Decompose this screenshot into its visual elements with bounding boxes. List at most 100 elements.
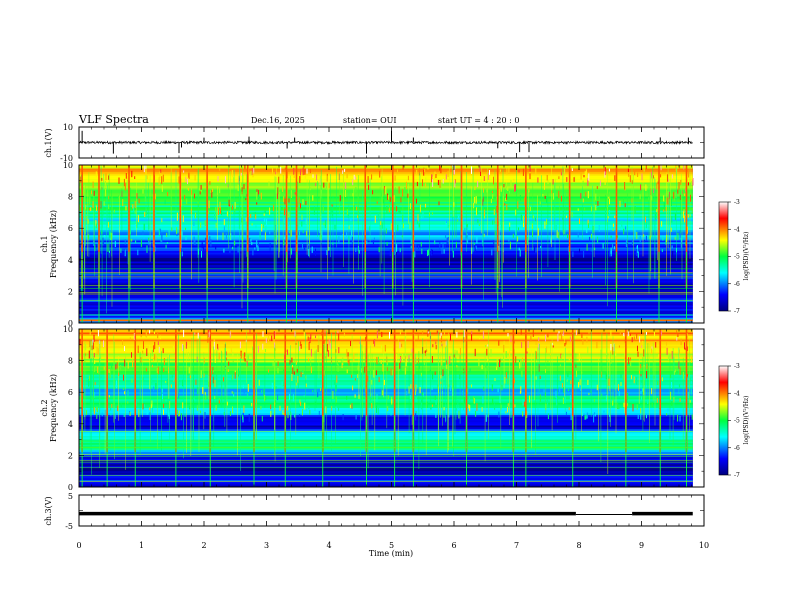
spectrogram-speckle: [651, 402, 653, 407]
spectrogram-speckle: [387, 406, 389, 412]
spectrogram-speckle: [399, 248, 401, 253]
spectrogram-speckle: [251, 403, 253, 407]
spectrogram-speckle: [123, 178, 125, 187]
spectrogram-speckle: [154, 354, 156, 360]
spectrogram-speckle: [182, 379, 183, 387]
spectrogram-speckle: [302, 199, 304, 205]
spectrogram-speckle: [559, 387, 561, 393]
spectrogram-band: [79, 404, 693, 407]
spectrogram-band: [79, 180, 693, 183]
spectrogram-speckle: [232, 205, 233, 210]
spectrogram-speckle: [154, 193, 156, 200]
spectrogram-speckle: [123, 387, 125, 391]
spectrogram-speckle: [225, 357, 227, 361]
spectrogram-speckle: [294, 192, 296, 195]
spectrogram-speckle: [131, 239, 133, 242]
spectrogram-speckle: [262, 217, 264, 220]
freq-tick-label: 10: [63, 161, 73, 170]
spectrogram-speckle: [583, 251, 585, 258]
ch1-waveform-ylabel: ch.1(V): [44, 128, 53, 157]
spectrogram-speckle: [373, 237, 375, 241]
spectrogram-speckle: [507, 403, 509, 407]
freq-tick-label: 10: [63, 325, 73, 334]
spectrogram-speckle: [458, 215, 460, 219]
spectrogram-speckle: [340, 200, 342, 206]
spectrogram-speckle: [134, 201, 136, 209]
spectrogram-speckle: [446, 237, 448, 245]
spectrogram-speckle: [264, 218, 266, 222]
spectrogram-speckle: [282, 410, 284, 415]
spectrogram-speckle: [93, 190, 95, 196]
spectrogram-speckle: [296, 368, 298, 373]
spectrogram-speckle: [166, 232, 168, 237]
spectrogram-speckle: [151, 400, 153, 407]
spectrogram-speckle: [674, 237, 676, 240]
spectrogram-speckle: [538, 337, 540, 342]
spectrogram-speckle: [515, 184, 516, 192]
spectrogram-speckle: [207, 210, 209, 215]
spectrogram-speckle: [270, 410, 272, 417]
spectrogram-speckle: [167, 192, 169, 197]
spectrogram-speckle: [325, 406, 327, 414]
spectrogram-speckle: [249, 237, 251, 243]
spectrogram-band: [79, 360, 693, 363]
spectrogram-speckle: [100, 251, 102, 258]
spectrogram-band: [79, 308, 693, 312]
spectrogram-speckle: [371, 174, 373, 180]
spectrogram-band: [79, 312, 693, 315]
spectrogram-speckle: [146, 409, 148, 415]
spectrogram-speckle: [405, 358, 407, 367]
spectrogram-speckle: [504, 376, 506, 384]
spectrogram-band: [79, 432, 693, 435]
spectrogram-speckle: [316, 174, 318, 181]
spectrogram-speckle: [677, 414, 679, 422]
spectrogram-speckle: [469, 405, 471, 412]
spectrogram-speckle: [552, 193, 554, 200]
spectrogram-speckle: [380, 221, 382, 225]
spectrogram-speckle: [566, 177, 568, 182]
spectrogram-speckle: [532, 215, 534, 219]
spectrogram-speckle: [298, 231, 300, 235]
spectrogram-speckle: [606, 225, 608, 230]
spectrogram-speckle: [601, 393, 603, 396]
spectrogram-speckle: [546, 219, 547, 225]
spectrogram-speckle: [657, 381, 659, 385]
spectrogram-band: [79, 236, 693, 240]
spectrogram-band: [79, 177, 693, 180]
spectrogram-speckle: [104, 235, 106, 238]
spectrogram-speckle: [647, 400, 649, 404]
spectrogram-speckle: [338, 406, 340, 411]
spectrogram-band: [79, 265, 693, 268]
spectrogram-speckle: [396, 251, 397, 257]
spectrogram-speckle: [447, 236, 449, 245]
spectrogram-speckle: [375, 370, 377, 376]
spectrogram-band: [79, 215, 693, 218]
spectrogram-speckle: [483, 209, 485, 217]
spectrogram-band: [79, 261, 693, 264]
spectrogram-speckle: [240, 182, 241, 188]
spectrogram-speckle: [679, 415, 681, 422]
spectrogram-speckle: [420, 402, 422, 410]
spectrogram-speckle: [116, 362, 118, 369]
spectrogram-speckle: [499, 395, 501, 403]
spectrogram-speckle: [466, 224, 468, 232]
spectrogram-speckle: [684, 193, 686, 196]
spectrogram-speckle: [96, 205, 97, 211]
spectrogram-speckle: [529, 395, 530, 403]
spectrogram-speckle: [570, 415, 572, 421]
freq-tick-label: 6: [68, 388, 73, 397]
spectrogram-speckle: [228, 199, 230, 207]
spectrogram-band: [79, 429, 693, 432]
spectrogram-speckle: [353, 205, 355, 210]
spectrogram-speckle: [373, 369, 375, 378]
spectrogram-band: [79, 165, 693, 168]
spectrogram-speckle: [223, 219, 225, 225]
spectrogram-speckle: [427, 330, 429, 337]
spectrogram-speckle: [594, 247, 596, 250]
spectrogram-speckle: [292, 394, 294, 402]
spectrogram-speckle: [684, 342, 685, 350]
spectrogram-speckle: [118, 177, 120, 184]
spectrogram-speckle: [223, 412, 225, 416]
spectrogram-speckle: [605, 372, 607, 380]
